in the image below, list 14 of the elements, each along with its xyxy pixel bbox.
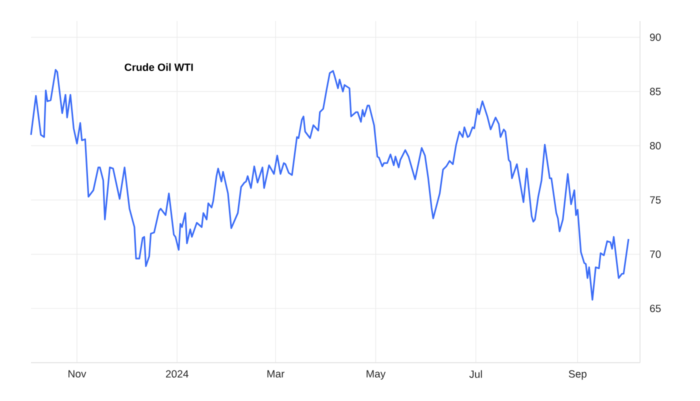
y-tick-label: 90 xyxy=(650,34,661,41)
y-tick-label: 75 xyxy=(650,196,661,204)
x-tick-label: Nov xyxy=(68,370,86,378)
x-tick-label: May xyxy=(366,370,386,380)
y-tick-label: 70 xyxy=(650,250,661,258)
x-tick-label: 2024 xyxy=(166,370,188,378)
y-tick-label: 80 xyxy=(650,142,661,150)
x-tick-label: Sep xyxy=(568,370,586,380)
text: Crude Oil WTI xyxy=(124,63,193,71)
y-tick-label: 85 xyxy=(650,88,661,96)
y-tick-label: 65 xyxy=(650,304,661,312)
x-tick-label: Mar xyxy=(267,370,284,378)
x-tick-label: Jul xyxy=(469,370,482,378)
line-series xyxy=(30,69,630,301)
